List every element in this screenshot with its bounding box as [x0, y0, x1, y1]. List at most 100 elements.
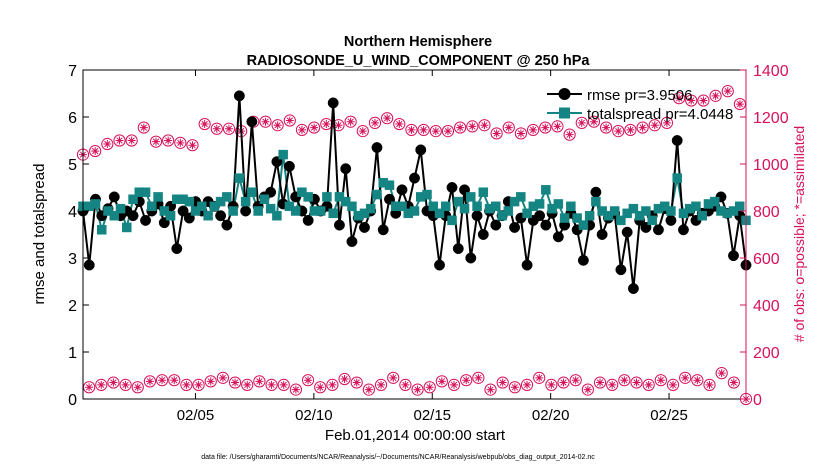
- obs-assimilated-point: [121, 380, 130, 389]
- totalspread-point: [472, 201, 482, 212]
- obs-possible-point: [460, 374, 473, 387]
- obs-assimilated-point: [553, 122, 562, 131]
- totalspread-point: [453, 196, 464, 207]
- obs-possible-point: [368, 116, 382, 129]
- obs-assimilated-point: [486, 385, 495, 394]
- obs-assimilated-point: [279, 380, 288, 389]
- obs-assimilated-point: [395, 120, 404, 129]
- obs-assimilated-point: [571, 376, 580, 385]
- obs-assimilated-point: [109, 378, 118, 387]
- obs-assimilated-point: [151, 137, 160, 146]
- totalspread-point: [203, 210, 213, 221]
- obs-assimilated-point: [358, 127, 367, 136]
- obs-assimilated-point: [377, 380, 386, 389]
- y-left-tick-label: 7: [68, 63, 77, 80]
- totalspread-point: [140, 187, 151, 197]
- series-markers: [77, 90, 752, 294]
- obs-assimilated-point: [218, 373, 227, 382]
- x-tick-label: 02/20: [532, 407, 570, 424]
- obs-count-layer: [76, 85, 753, 406]
- totalspread-point: [566, 201, 576, 212]
- x-tick-label: 02/25: [650, 407, 688, 424]
- obs-assimilated-point: [334, 121, 343, 130]
- obs-possible-point: [301, 374, 315, 387]
- x-tick-label: 02/05: [177, 407, 215, 424]
- obs-assimilated-point: [504, 123, 513, 132]
- obs-possible-point: [417, 123, 430, 137]
- rmse-point: [477, 229, 489, 240]
- y-left-tick-label: 5: [68, 157, 77, 174]
- rmse-point: [452, 243, 464, 255]
- obs-assimilated-point: [145, 377, 154, 386]
- obs-assimilated-point: [583, 385, 592, 394]
- totalspread-point: [559, 213, 570, 223]
- rmse-point: [302, 214, 314, 226]
- obs-possible-point: [119, 378, 132, 391]
- totalspread-point: [122, 222, 132, 233]
- obs-assimilated-point: [97, 380, 106, 389]
- totalspread-point: [478, 187, 489, 197]
- rmse-point: [127, 210, 139, 222]
- totalspread-point: [253, 206, 263, 216]
- obs-possible-point: [137, 121, 150, 134]
- totalspread-point: [616, 215, 626, 226]
- obs-assimilated-point: [401, 380, 410, 389]
- rmse-point: [171, 243, 183, 255]
- y-axis-label-right: # of obs: o=possible; *=assimilated: [791, 126, 807, 342]
- obs-possible-point: [490, 127, 503, 140]
- totalspread-point: [422, 189, 432, 200]
- y-left-tick-label: 4: [68, 204, 77, 221]
- totalspread-point: [90, 199, 101, 209]
- obs-assimilated-point: [589, 117, 598, 126]
- obs-assimilated-point: [541, 123, 550, 132]
- obs-possible-point: [466, 120, 479, 133]
- obs-possible-point: [496, 376, 509, 389]
- rmse-point: [83, 259, 95, 271]
- totalspread-point: [541, 185, 551, 195]
- totalspread-point: [384, 180, 395, 190]
- obs-assimilated-point: [456, 123, 465, 132]
- obs-possible-point: [685, 94, 698, 107]
- obs-assimilated-point: [297, 125, 306, 134]
- totalspread-point: [397, 201, 407, 212]
- y-left-tick-label: 2: [68, 298, 77, 315]
- legend: rmse pr=3.9506 totalspread pr=4.0448: [547, 87, 733, 123]
- obs-possible-point: [435, 375, 448, 388]
- obs-possible-point: [289, 383, 302, 396]
- totalspread-point: [109, 210, 120, 221]
- obs-assimilated-point: [516, 129, 525, 138]
- totalspread-point: [534, 199, 545, 209]
- obs-possible-point: [387, 371, 400, 384]
- obs-assimilated-point: [267, 380, 276, 389]
- obs-assimilated-point: [139, 123, 148, 132]
- obs-assimilated-point: [656, 376, 665, 385]
- obs-possible-point: [271, 119, 284, 132]
- obs-possible-point: [533, 371, 546, 384]
- totalspread-point: [272, 210, 282, 221]
- obs-possible-point: [654, 374, 667, 387]
- obs-possible-point: [162, 134, 175, 147]
- obs-possible-point: [569, 374, 582, 387]
- obs-possible-point: [508, 381, 521, 394]
- obs-possible-point: [265, 378, 278, 391]
- obs-assimilated-point: [699, 96, 708, 105]
- obs-assimilated-point: [340, 375, 349, 384]
- obs-possible-point: [478, 119, 491, 132]
- y-right-tick-label: 1200: [753, 110, 789, 127]
- totalspread-point: [197, 201, 207, 212]
- totalspread-point: [165, 210, 176, 221]
- obs-assimilated-point: [498, 378, 507, 387]
- obs-possible-point: [155, 374, 169, 387]
- totalspread-point: [184, 196, 195, 207]
- obs-assimilated-point: [705, 380, 714, 389]
- obs-possible-point: [210, 122, 223, 135]
- obs-possible-point: [125, 134, 138, 147]
- obs-possible-point: [174, 136, 187, 149]
- obs-possible-point: [259, 115, 272, 128]
- obs-assimilated-point: [389, 373, 398, 382]
- rmse-point: [108, 191, 120, 203]
- legend-rmse-label: rmse pr=3.9506: [587, 87, 692, 104]
- obs-assimilated-point: [291, 385, 300, 394]
- totalspread-point: [434, 208, 445, 219]
- obs-assimilated-point: [620, 376, 629, 385]
